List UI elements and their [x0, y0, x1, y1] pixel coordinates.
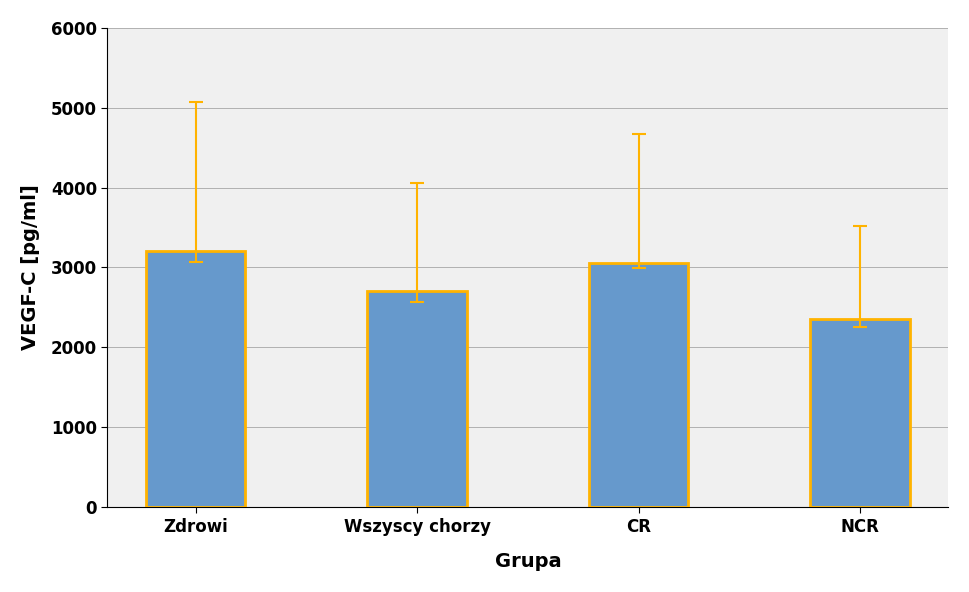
- X-axis label: Grupa: Grupa: [494, 552, 561, 571]
- Bar: [145, 252, 245, 507]
- Bar: [367, 291, 467, 507]
- Y-axis label: VEGF-C [pg/ml]: VEGF-C [pg/ml]: [20, 185, 40, 350]
- Bar: [589, 263, 688, 507]
- Bar: [810, 319, 910, 507]
